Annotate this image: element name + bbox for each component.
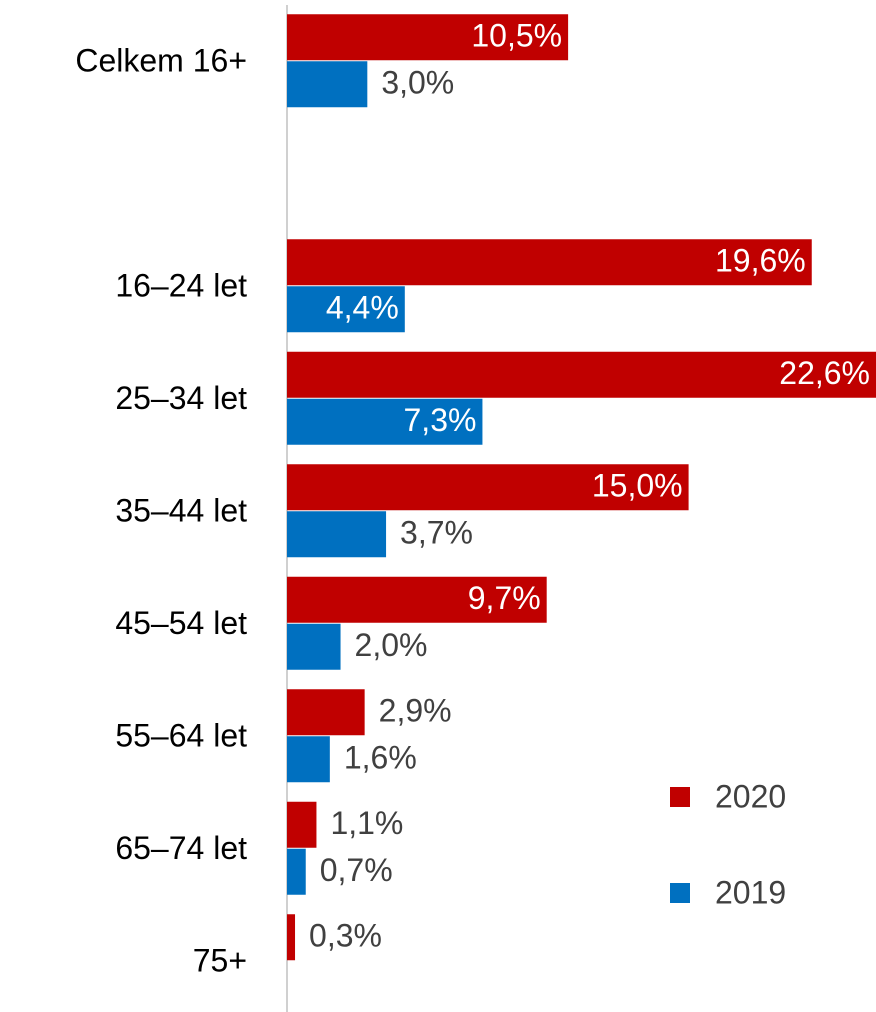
data-label: 1,6%: [344, 740, 417, 776]
data-label: 0,3%: [309, 918, 382, 954]
data-label: 2,0%: [355, 627, 428, 663]
bar: [287, 464, 689, 511]
bar: [287, 511, 387, 558]
y-tick-label: 55–64 let: [115, 718, 247, 754]
data-label: 0,7%: [320, 852, 393, 888]
y-tick-label: 25–34 let: [115, 380, 247, 416]
bar: [287, 736, 330, 783]
data-label: 9,7%: [468, 580, 541, 616]
bar: [287, 914, 296, 961]
bar: [287, 61, 368, 108]
y-tick-label: 35–44 let: [115, 493, 247, 529]
y-tick-label: 45–54 let: [115, 605, 247, 641]
legend-label: 2019: [715, 874, 786, 910]
data-label: 3,0%: [381, 65, 454, 101]
bar: [287, 351, 876, 398]
bar: [287, 286, 405, 333]
data-label: 10,5%: [471, 18, 562, 54]
data-label: 19,6%: [715, 243, 806, 279]
data-label: 22,6%: [779, 355, 870, 391]
data-label: 3,7%: [400, 515, 473, 551]
y-tick-label: 65–74 let: [115, 830, 247, 866]
legend-swatch: [670, 787, 690, 807]
data-label: 7,3%: [404, 402, 477, 438]
bar: [287, 689, 365, 736]
bar: [287, 576, 547, 623]
y-tick-label: Celkem 16+: [75, 43, 247, 79]
bar: [287, 848, 306, 895]
data-label: 15,0%: [592, 468, 683, 504]
data-label: 1,1%: [330, 805, 403, 841]
bar: [287, 398, 483, 445]
bar: [287, 239, 812, 286]
legend-label: 2020: [715, 778, 786, 814]
bar: [287, 14, 569, 61]
y-tick-label: 16–24 let: [115, 268, 247, 304]
bar: [287, 623, 341, 670]
y-tick-label: 75+: [193, 943, 247, 979]
legend-swatch: [670, 883, 690, 903]
bar: [287, 801, 317, 848]
data-label: 4,4%: [326, 290, 399, 326]
data-label: 2,9%: [379, 693, 452, 729]
